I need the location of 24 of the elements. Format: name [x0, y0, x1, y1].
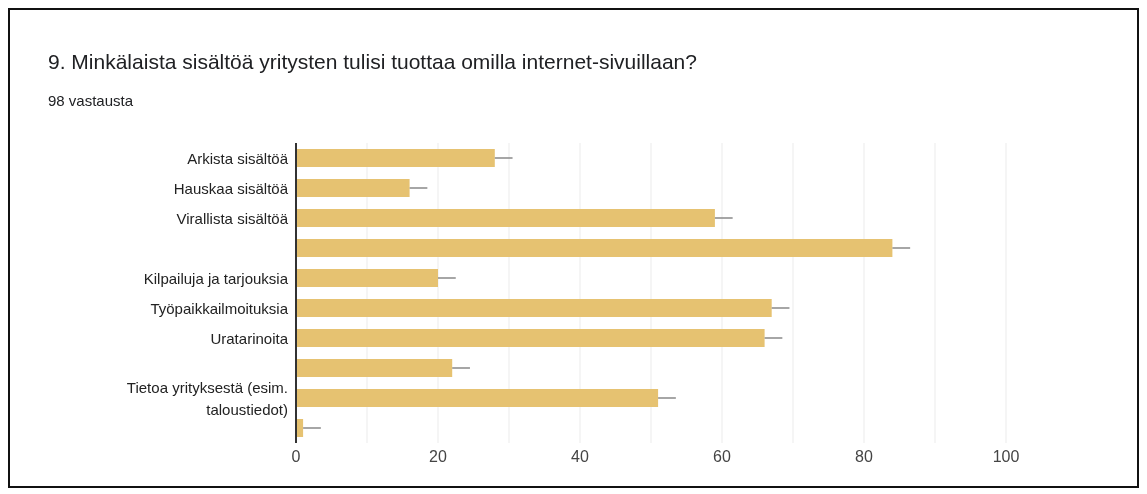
bar	[296, 179, 410, 197]
x-tick-label: 60	[713, 448, 731, 466]
x-tick-label: 100	[992, 448, 1020, 466]
y-tick-label: Työpaikkailmoituksia	[150, 299, 289, 317]
bar	[296, 239, 893, 257]
y-tick-label: Kilpailuja ja tarjouksia	[143, 269, 289, 287]
x-tick-label: 40	[571, 448, 589, 466]
bar	[296, 389, 659, 407]
bar	[296, 359, 453, 377]
y-tick-label: Virallista sisältöä	[176, 209, 289, 227]
bar	[296, 209, 715, 227]
y-tick-label: Uratarinoita	[210, 329, 289, 347]
x-tick-label: 80	[855, 448, 873, 466]
y-tick-label: Arkista sisältöä	[187, 149, 289, 167]
chart-title: 9. Minkälaista sisältöä yritysten tulisi tuottaa omilla internet-sivuillaan?	[48, 50, 697, 74]
x-tick-label: 0	[291, 448, 301, 466]
x-tick-label: 20	[429, 448, 447, 466]
bar	[296, 299, 772, 317]
text: 98 vastausta	[48, 92, 134, 109]
y-tick-label: Tietoa yrityksestä (esim. taloustiedot)	[126, 378, 288, 418]
bar	[296, 329, 765, 347]
bar	[296, 269, 438, 287]
bar	[296, 149, 495, 167]
y-tick-label: Hauskaa sisältöä	[173, 179, 289, 197]
